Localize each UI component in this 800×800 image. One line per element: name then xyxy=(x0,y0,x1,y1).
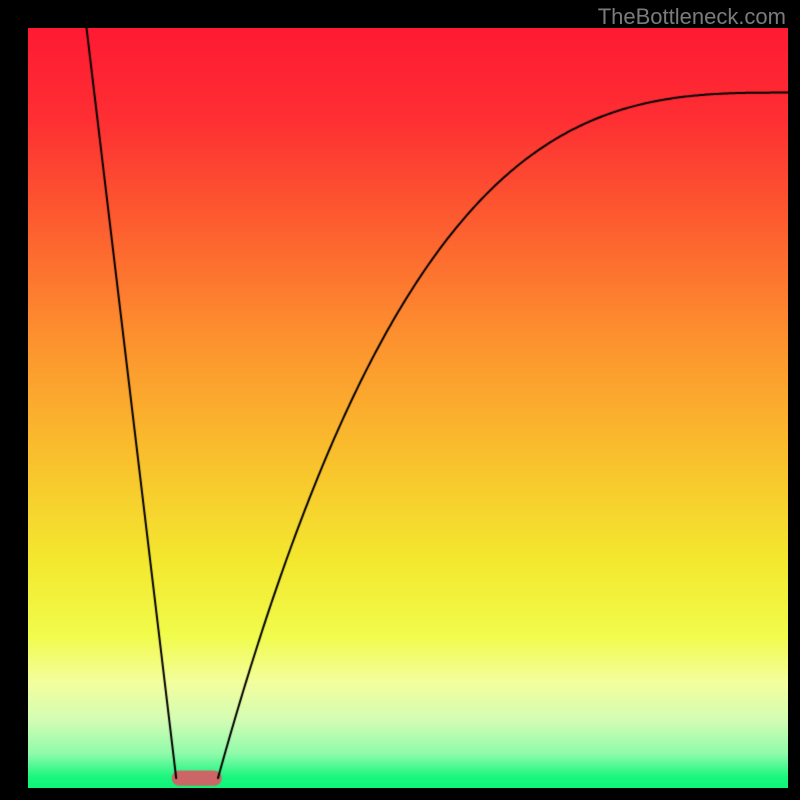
watermark-text: TheBottleneck.com xyxy=(598,4,786,30)
bottleneck-chart-canvas xyxy=(28,28,788,788)
chart-frame: TheBottleneck.com xyxy=(0,0,800,800)
plot-area xyxy=(28,28,788,788)
